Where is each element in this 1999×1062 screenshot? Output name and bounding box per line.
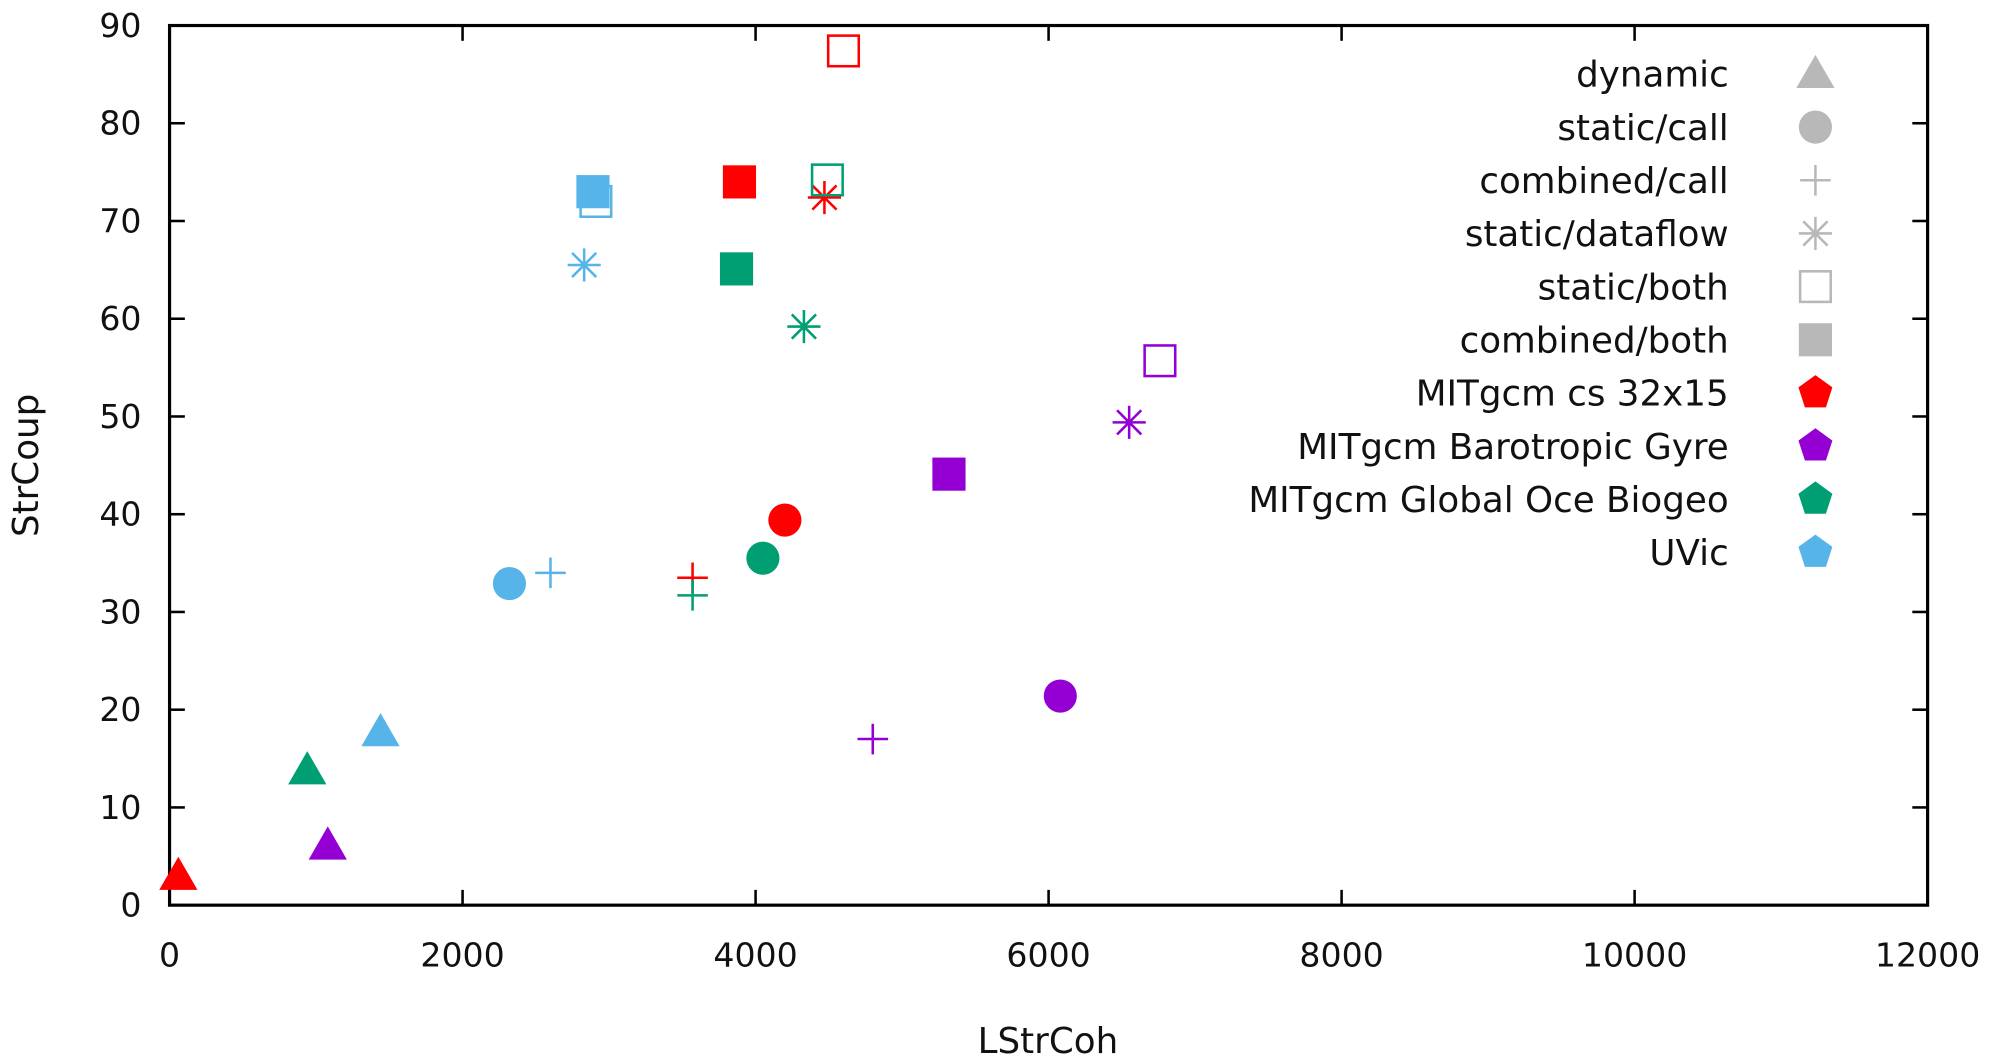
data-point-circle	[1043, 679, 1077, 713]
data-point-filled-square	[576, 175, 610, 209]
legend-triangle-icon	[1796, 54, 1835, 88]
legend-label: combined/both	[1460, 321, 1729, 362]
x-axis-label: LStrCoh	[978, 1021, 1119, 1062]
data-point-asterisk	[807, 180, 842, 215]
data-point-plus	[677, 580, 708, 611]
y-tick-label: 70	[99, 201, 141, 240]
y-tick-label: 0	[120, 886, 141, 925]
data-point-triangle	[159, 856, 198, 890]
legend-open-square-icon	[1798, 270, 1832, 304]
y-tick-label: 60	[99, 299, 141, 338]
legend-circle-icon	[1798, 110, 1832, 144]
data-point-filled-square	[932, 457, 966, 491]
data-point-triangle	[288, 751, 327, 785]
x-tick-label: 0	[159, 935, 180, 974]
x-tick-label: 2000	[420, 935, 504, 974]
y-tick-label: 30	[99, 592, 141, 631]
legend-label: static/both	[1538, 267, 1729, 308]
data-point-plus	[857, 723, 889, 755]
data-point-triangle	[308, 826, 347, 860]
legend-pentagon-icon	[1798, 534, 1833, 567]
x-tick-label: 12000	[1875, 935, 1980, 974]
legend-pentagon-icon	[1798, 428, 1833, 461]
legend-label: MITgcm cs 32x15	[1416, 374, 1729, 415]
legend-label: combined/call	[1479, 161, 1728, 202]
data-point-filled-square	[719, 252, 754, 286]
data-point-circle	[746, 541, 780, 575]
data-point-circle	[492, 567, 527, 601]
data-point-circle	[768, 503, 802, 537]
legend-label: MITgcm Barotropic Gyre	[1297, 427, 1728, 468]
data-point-open-square	[1143, 344, 1177, 378]
legend-pentagon-icon	[1798, 375, 1833, 408]
data-point-open-square	[826, 34, 861, 68]
legend-label: static/call	[1557, 108, 1728, 149]
legend-label: MITgcm Global Oce Biogeo	[1248, 480, 1728, 521]
legend-label: UVic	[1649, 533, 1728, 574]
legend-label: static/dataflow	[1465, 214, 1729, 255]
y-tick-label: 40	[99, 495, 141, 534]
data-point-plus	[535, 557, 566, 589]
legend-pentagon-icon	[1798, 481, 1833, 514]
y-tick-label: 80	[99, 104, 141, 143]
x-tick-label: 10000	[1582, 935, 1687, 974]
x-tick-label: 8000	[1299, 935, 1383, 974]
data-point-triangle	[361, 713, 400, 747]
data-point-open-square	[810, 163, 844, 197]
legend-asterisk-icon	[1798, 216, 1832, 251]
legend-label: dynamic	[1576, 55, 1729, 96]
x-tick-label: 4000	[713, 935, 797, 974]
data-point-asterisk	[787, 309, 821, 344]
data-point-asterisk	[567, 248, 601, 282]
y-tick-label: 50	[99, 397, 141, 436]
y-tick-label: 20	[99, 690, 141, 729]
x-tick-label: 6000	[1006, 935, 1090, 974]
y-tick-label: 90	[99, 6, 141, 45]
data-point-filled-square	[722, 165, 757, 199]
legend-plus-icon	[1800, 164, 1831, 196]
data-point-asterisk	[1112, 405, 1146, 439]
y-axis-label: StrCoup	[6, 394, 47, 537]
y-tick-label: 10	[99, 788, 141, 827]
legend-filled-square-icon	[1798, 323, 1832, 357]
